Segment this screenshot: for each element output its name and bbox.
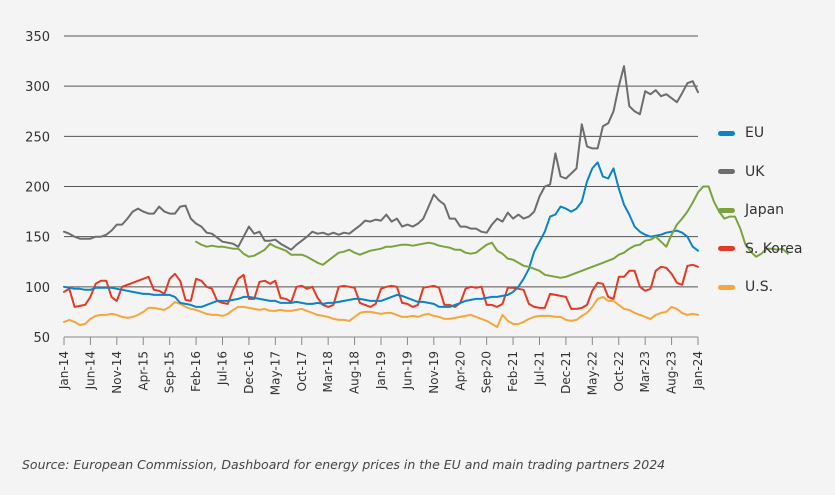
series-line-japan: [195, 185, 789, 279]
x-tick-label: Jul-21: [533, 351, 547, 386]
legend: EU UK Japan S. Korea U.S.: [718, 114, 802, 307]
x-tick-label: Aug-18: [348, 351, 362, 394]
y-tick-label: 300: [25, 80, 50, 95]
x-tick-label: Apr-20: [453, 351, 467, 391]
x-tick-label: Oct-22: [612, 351, 626, 391]
x-axis: Jan-14 Jun-14 Nov-14 Apr-15 Sep-15 Feb-16 Jul-…: [57, 336, 705, 395]
x-tick-label: Jun-19: [400, 351, 414, 390]
x-tick-label: Feb-21: [506, 351, 520, 392]
y-tick-label: 150: [25, 231, 50, 246]
legend-label-eu: EU: [745, 125, 765, 142]
x-tick-label: Mar-18: [321, 351, 335, 392]
legend-item-japan: Japan: [718, 191, 802, 230]
x-tick-label: Dec-21: [559, 351, 573, 394]
legend-item-us: U.S.: [718, 268, 802, 307]
legend-item-uk: UK: [718, 153, 802, 192]
x-tick-label: Jun-14: [83, 351, 97, 390]
x-tick-label: Aug-23: [665, 351, 679, 394]
x-tick-label: Dec-16: [242, 351, 256, 394]
legend-swatch-us: [718, 284, 735, 290]
legend-swatch-japan: [718, 207, 735, 213]
legend-label-s-korea: S. Korea: [745, 240, 803, 257]
x-tick-label: Oct-17: [295, 351, 309, 391]
y-axis-tick-labels: 50 100 150 200 250 300 350: [25, 30, 50, 346]
legend-swatch-s-korea: [718, 246, 735, 252]
legend-label-us: U.S.: [745, 279, 774, 296]
y-tick-label: 100: [25, 281, 50, 296]
source-caption: Source: European Commission, Dashboard f…: [22, 457, 666, 472]
series-line-u-s: [63, 295, 699, 328]
x-tick-label: Sep-20: [480, 351, 494, 393]
legend-label-japan: Japan: [745, 202, 785, 219]
x-tick-label: Jan-24: [691, 351, 705, 390]
series-line-s-korea: [63, 263, 699, 310]
x-tick-label: Apr-15: [136, 351, 150, 391]
legend-item-eu: EU: [718, 114, 802, 153]
legend-swatch-uk: [718, 169, 735, 175]
series-lines: [63, 65, 789, 328]
x-tick-label: Nov-19: [427, 351, 441, 394]
legend-swatch-eu: [718, 130, 735, 136]
y-tick-label: 350: [25, 30, 50, 45]
x-tick-label: Mar-23: [638, 351, 652, 392]
x-tick-label: May-17: [268, 351, 282, 395]
y-tick-label: 50: [33, 331, 50, 346]
y-tick-label: 200: [25, 181, 50, 196]
gridlines: [64, 35, 698, 288]
y-tick-label: 250: [25, 130, 50, 145]
x-tick-label: Nov-14: [110, 351, 124, 394]
series-line-eu: [63, 161, 699, 308]
series-line-uk: [63, 65, 699, 251]
x-tick-label: Feb-16: [189, 351, 203, 392]
legend-label-uk: UK: [745, 163, 765, 180]
legend-item-s-korea: S. Korea: [718, 230, 802, 269]
x-tick-label: May-22: [585, 351, 599, 395]
x-tick-label: Jul-16: [216, 351, 230, 386]
x-tick-label: Sep-15: [163, 351, 177, 393]
x-tick-label: Jan-19: [374, 351, 388, 390]
x-tick-label: Jan-14: [57, 351, 71, 390]
